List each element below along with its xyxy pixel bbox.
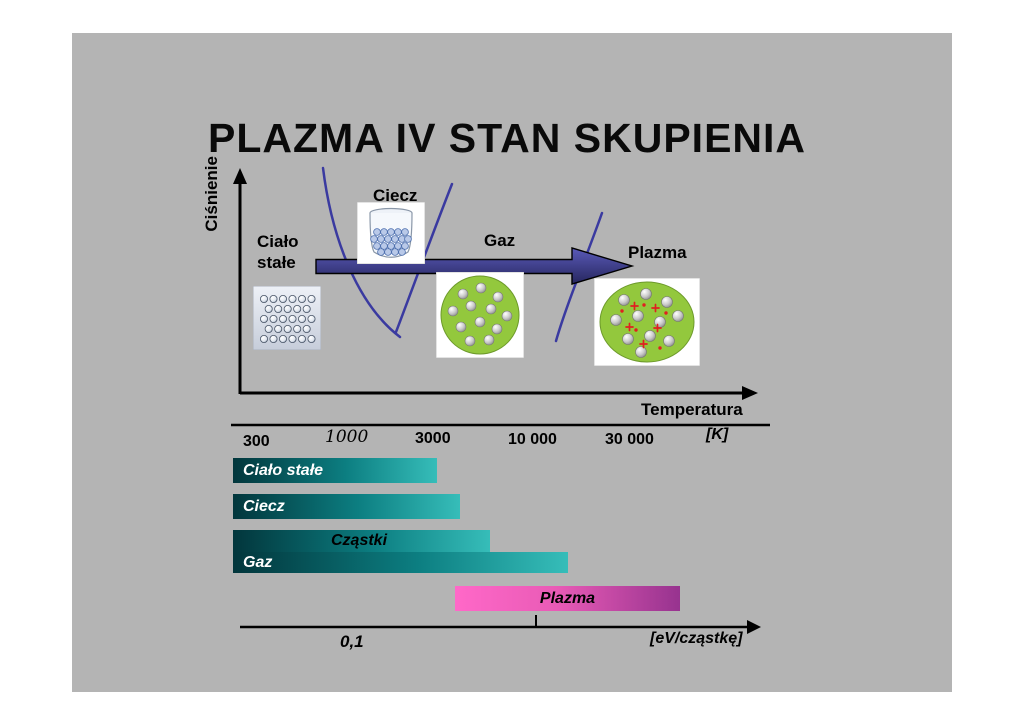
solid-lattice-image: [253, 286, 321, 350]
range-bar-particles: Cząstki: [233, 530, 490, 552]
temp-tick-label: 30 000: [605, 431, 654, 448]
phase-label-gas: Gaz: [484, 231, 516, 250]
phase-label-solid: Ciało stałe: [257, 232, 299, 273]
temperature-axis-label: Temperatura: [641, 400, 743, 419]
range-bar-label: Plazma: [539, 589, 596, 607]
phase-label-plasma: Plazma: [628, 243, 687, 262]
range-bar-liquid: Ciecz: [233, 494, 460, 519]
phase-label-liquid: Ciecz: [373, 186, 418, 205]
range-bar-gas: Gaz: [233, 552, 568, 573]
temp-tick-label: 300: [243, 433, 270, 450]
temperature-unit-label: [K]: [706, 426, 729, 443]
temp-tick-label: 3000: [415, 430, 451, 447]
plasma-particles-image: [594, 278, 700, 366]
gas-particles-image: [436, 272, 524, 358]
range-bar-plasma: Plazma: [455, 586, 680, 611]
range-bar-solid: Ciało stałe: [233, 458, 437, 483]
slide-background: [72, 33, 952, 692]
range-bar-label: Cząstki: [331, 532, 388, 549]
energy-unit-label: [eV/cząstkę]: [650, 630, 743, 647]
pressure-axis-label: Ciśnienie: [202, 156, 221, 232]
slide-title: PLAZMA IV STAN SKUPIENIA: [208, 115, 807, 162]
energy-tick-label: 0,1: [340, 632, 364, 651]
range-bar-label: Gaz: [243, 553, 273, 571]
range-bar-label: Ciało stałe: [243, 461, 324, 479]
liquid-beaker-image: [357, 202, 425, 264]
temp-tick-label: 10 000: [508, 431, 557, 448]
range-bar-label: Ciecz: [243, 497, 285, 515]
temp-tick-label: 1000: [325, 427, 369, 447]
